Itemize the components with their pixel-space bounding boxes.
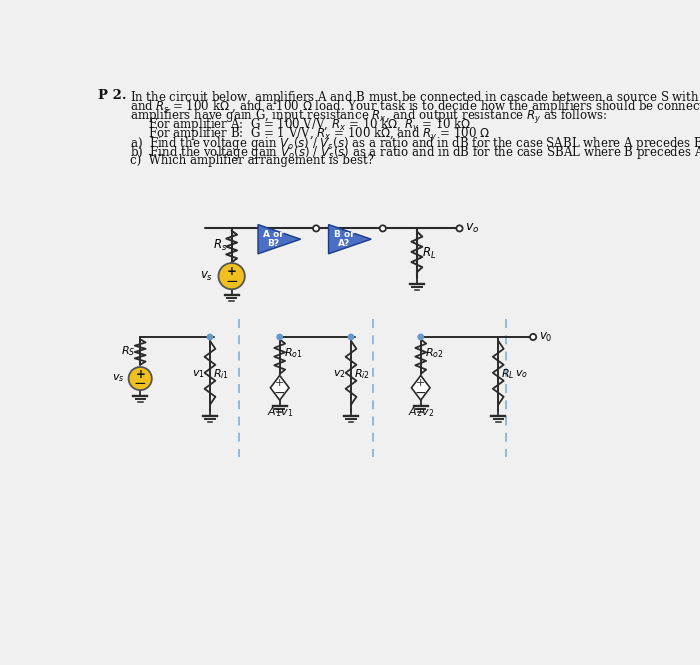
Text: $R_S$: $R_S$: [121, 344, 136, 358]
Circle shape: [207, 334, 213, 340]
Text: b)  Find the voltage gain $V_o(s)$ / $V_s(s)$ as a ratio and in dB for the case : b) Find the voltage gain $V_o(s)$ / $V_s…: [130, 144, 700, 162]
Text: $v_2$: $v_2$: [333, 368, 346, 380]
Text: $R_s$: $R_s$: [213, 238, 227, 253]
Circle shape: [313, 225, 319, 231]
Text: A?: A?: [337, 239, 350, 248]
Text: +: +: [275, 378, 284, 388]
Text: $v_o$: $v_o$: [465, 222, 480, 235]
Circle shape: [129, 367, 152, 390]
Text: $R_{i2}$: $R_{i2}$: [354, 367, 370, 381]
Circle shape: [277, 334, 282, 340]
Circle shape: [349, 334, 354, 340]
Text: For amplifier B:  G = 1 V/V, $R_x$ = 100 k$\Omega$, and $R_y$ = 100 $\Omega$: For amplifier B: G = 1 V/V, $R_x$ = 100 …: [148, 126, 490, 144]
Text: c)  Which amplifier arrangement is best?: c) Which amplifier arrangement is best?: [130, 154, 374, 167]
Circle shape: [456, 225, 463, 231]
Polygon shape: [328, 225, 371, 254]
Text: $A_1v_1$: $A_1v_1$: [267, 405, 293, 418]
Text: $R_L$: $R_L$: [501, 367, 515, 381]
Text: $R_L$: $R_L$: [422, 246, 437, 261]
Text: −: −: [274, 386, 286, 400]
Polygon shape: [258, 225, 300, 254]
Text: +: +: [135, 368, 145, 380]
Text: +: +: [416, 378, 426, 388]
Text: $R_{o2}$: $R_{o2}$: [425, 346, 443, 360]
Text: −: −: [134, 376, 146, 391]
Circle shape: [530, 334, 536, 340]
Text: a)  Find the voltage gain $V_o(s)$ / $V_s(s)$ as a ratio and in dB for the case : a) Find the voltage gain $V_o(s)$ / $V_s…: [130, 135, 700, 152]
Text: amplifiers have gain G, input resistance $R_x$, and output resistance $R_y$ as f: amplifiers have gain G, input resistance…: [130, 108, 607, 126]
Text: In the circuit below, amplifiers A and B must be connected in cascade between a : In the circuit below, amplifiers A and B…: [130, 89, 700, 106]
Text: For amplifier A:  G = 100 V/V, $R_x$ = 10 k$\Omega$, $R_y$ = 10 k$\Omega$: For amplifier A: G = 100 V/V, $R_x$ = 10…: [148, 117, 471, 135]
Text: B?: B?: [267, 239, 279, 248]
Polygon shape: [270, 376, 289, 400]
Text: and $R_s$ = 100 k$\Omega$ , and a 100 $\Omega$ load. Your task is to decide how : and $R_s$ = 100 k$\Omega$ , and a 100 $\…: [130, 98, 700, 115]
Text: $v_1$: $v_1$: [192, 368, 204, 380]
Text: −: −: [225, 274, 238, 289]
Text: $v_s$: $v_s$: [200, 269, 213, 283]
Circle shape: [418, 334, 424, 340]
Polygon shape: [412, 376, 430, 400]
Text: P 2.: P 2.: [98, 89, 127, 102]
Text: $v_0$: $v_0$: [538, 331, 552, 344]
Circle shape: [379, 225, 386, 231]
Text: B or: B or: [334, 230, 354, 239]
Text: $R_{i1}$: $R_{i1}$: [213, 367, 229, 381]
Text: $v_o$: $v_o$: [515, 368, 528, 380]
Text: $A_2v_2$: $A_2v_2$: [407, 405, 434, 418]
Text: A or: A or: [263, 230, 284, 239]
Circle shape: [218, 263, 245, 289]
Text: $R_{o1}$: $R_{o1}$: [284, 346, 302, 360]
Text: +: +: [227, 265, 237, 278]
Text: −: −: [415, 386, 426, 400]
Text: $v_s$: $v_s$: [112, 372, 125, 384]
